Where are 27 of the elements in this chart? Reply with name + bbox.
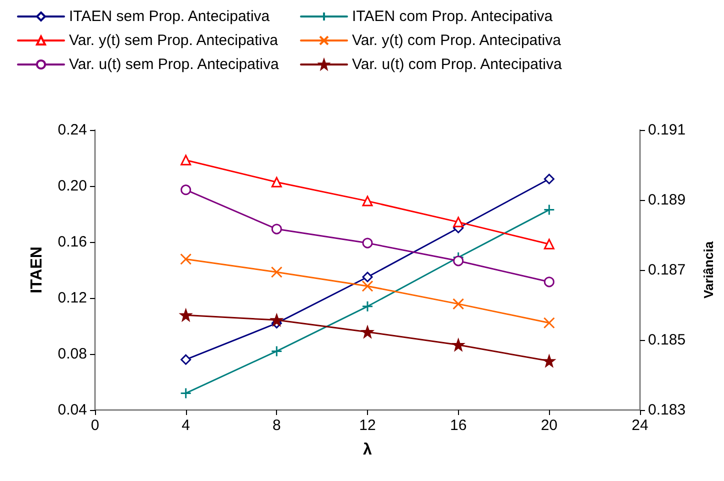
x-tick-label: 24 (632, 417, 648, 434)
x-tick-label: 12 (359, 417, 376, 434)
x-tick-label: 4 (182, 417, 190, 434)
y2-tick-label: 0.185 (648, 332, 686, 348)
legend-label: ITAEN com Prop. Antecipativa (352, 8, 554, 25)
x-tick-label: 0 (90, 417, 100, 434)
y-tick-label: 0.24 (58, 122, 87, 138)
y2-tick-label: 0.189 (648, 192, 686, 208)
y-tick-label: 0.08 (58, 346, 87, 362)
legend-label: Var. u(t) com Prop. Antecipativa (352, 56, 562, 73)
y2-tick-label: 0.191 (648, 122, 686, 138)
x-axis-title: λ (363, 442, 372, 458)
y-tick-label: 0.04 (58, 402, 87, 418)
x-tick-label: 8 (272, 417, 281, 434)
x-tick-label: 20 (540, 417, 558, 434)
legend-label: Var. y(t) com Prop. Antecipativa (352, 32, 562, 49)
y-axis-title: ITAEN (28, 246, 46, 294)
y-tick-label: 0.12 (58, 290, 87, 306)
legend-label: ITAEN sem Prop. Antecipativa (69, 8, 270, 25)
y-tick-label: 0.16 (58, 234, 87, 250)
y2-tick-label: 0.183 (648, 402, 686, 418)
y2-tick-label: 0.187 (648, 262, 686, 278)
y-tick-label: 0.20 (58, 178, 87, 194)
y2-axis-title: Variância (701, 240, 716, 299)
legend-label: Var. y(t) sem Prop. Antecipativa (69, 32, 279, 49)
x-tick-label: 16 (450, 417, 467, 434)
legend-label: Var. u(t) sem Prop. Antecipativa (69, 56, 280, 73)
